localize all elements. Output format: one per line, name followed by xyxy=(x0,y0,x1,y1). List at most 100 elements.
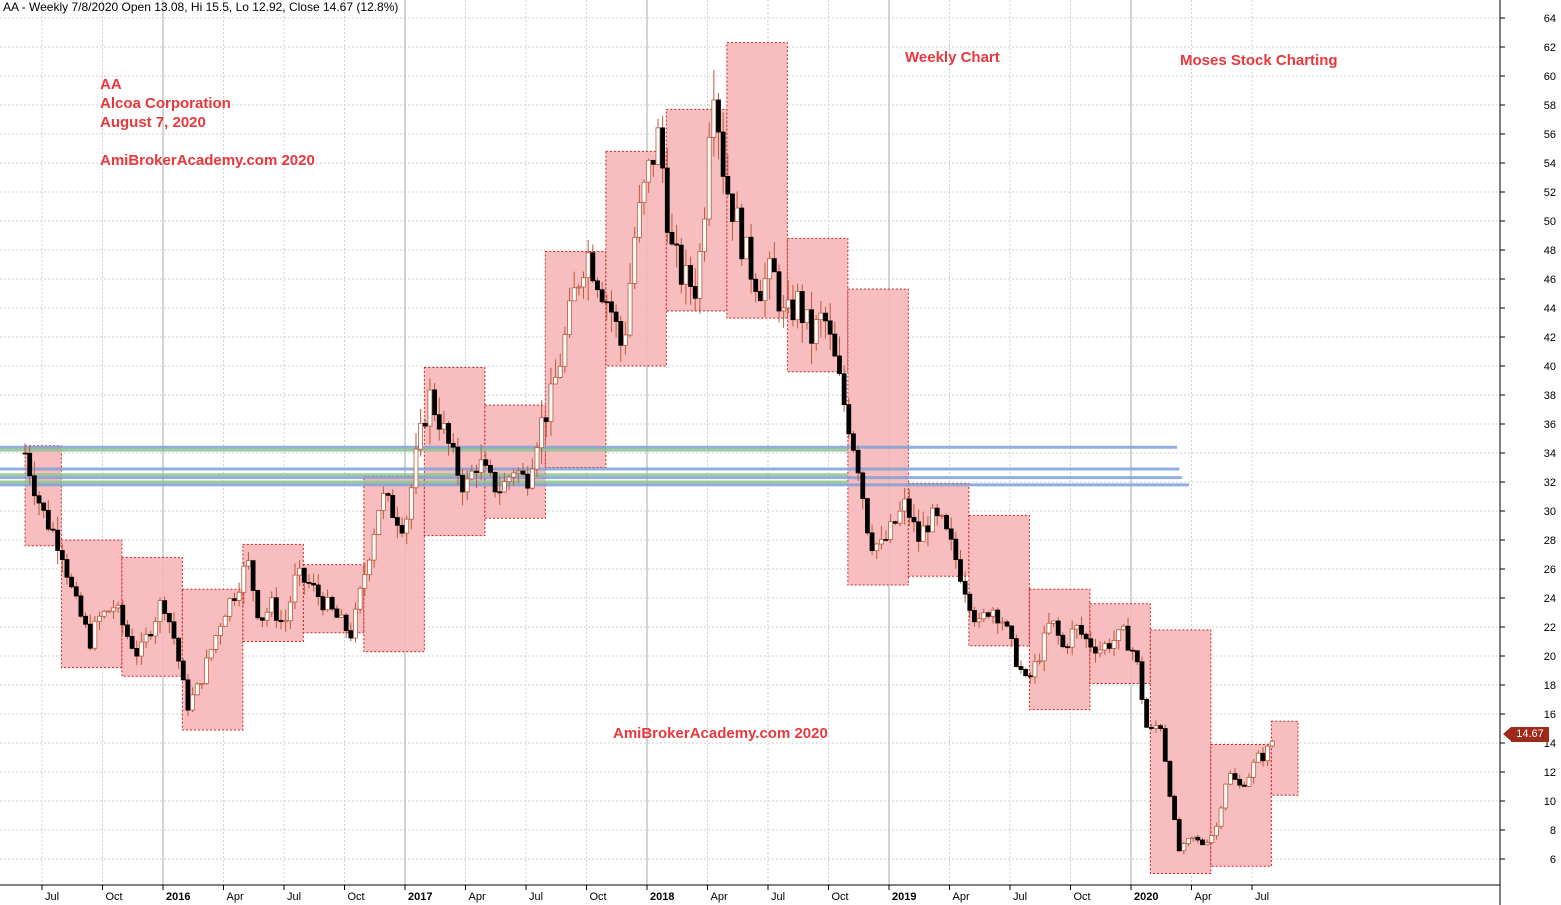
candle-body xyxy=(166,613,172,623)
range-box xyxy=(1270,720,1299,796)
range-box xyxy=(968,514,1030,647)
candle-body xyxy=(1158,725,1163,729)
candle-body xyxy=(390,494,396,518)
candle-body xyxy=(730,193,735,222)
candle-body xyxy=(367,559,372,576)
candle-body xyxy=(273,597,279,621)
candle-body xyxy=(1032,661,1038,678)
candle-body xyxy=(851,433,856,451)
y-tick-label: 28 xyxy=(1544,535,1556,547)
candle-body xyxy=(362,574,368,589)
candle-body xyxy=(1037,660,1042,663)
candle-body xyxy=(353,608,358,639)
candle-body xyxy=(125,624,130,637)
candle-body xyxy=(785,299,791,309)
candle-body xyxy=(790,299,796,321)
last-price-tag: 14.67 xyxy=(1503,727,1549,742)
y-tick-label: 54 xyxy=(1544,158,1556,170)
candle-body xyxy=(488,464,493,473)
y-tick-label: 34 xyxy=(1544,448,1556,460)
candle-body xyxy=(757,291,763,302)
resistance-levels xyxy=(0,445,1190,487)
candle-body xyxy=(1023,669,1029,677)
candle-body xyxy=(1120,625,1126,631)
candle-body xyxy=(59,550,65,560)
candle-body xyxy=(157,600,163,622)
candle-body xyxy=(162,600,168,614)
candle-body xyxy=(515,470,521,474)
candle-body xyxy=(841,373,847,405)
candle-body xyxy=(925,525,931,533)
candle-body xyxy=(674,243,679,246)
candle-body xyxy=(255,590,261,619)
candle-body xyxy=(986,612,991,617)
candle-body xyxy=(976,618,982,623)
y-tick-label: 62 xyxy=(1544,42,1556,54)
candle-body xyxy=(297,567,303,576)
candle-body xyxy=(865,498,870,534)
candle-body xyxy=(767,258,773,280)
candle-body xyxy=(506,476,512,483)
candle-body xyxy=(348,630,354,639)
x-tick-label: Jul xyxy=(45,891,59,903)
y-tick-label: 20 xyxy=(1544,651,1556,663)
candle-body xyxy=(87,623,93,649)
candle-body xyxy=(115,604,121,609)
candle-body xyxy=(995,609,1001,624)
candle-body xyxy=(650,159,656,165)
candle-body xyxy=(1125,625,1131,651)
candle-body xyxy=(1027,675,1033,678)
candle-body xyxy=(1153,725,1159,729)
candle-body xyxy=(571,287,577,302)
y-tick-label: 16 xyxy=(1544,709,1556,721)
candle-body xyxy=(613,311,619,322)
candle-body xyxy=(711,99,717,138)
candle-body xyxy=(748,236,754,280)
candle-body xyxy=(776,271,782,312)
candle-body xyxy=(41,502,47,511)
candle-body xyxy=(706,136,712,220)
candle-body xyxy=(1069,628,1075,648)
candle-body xyxy=(855,449,861,474)
company-annotation: Alcoa Corporation xyxy=(100,95,231,112)
candle-body xyxy=(809,309,814,344)
candle-body xyxy=(771,258,777,273)
candle-body xyxy=(311,582,316,586)
candle-body xyxy=(31,475,37,497)
candle-body xyxy=(1200,839,1205,846)
candle-body xyxy=(218,625,223,636)
candle-body xyxy=(92,620,98,649)
candle-body xyxy=(436,414,442,430)
candle-body xyxy=(543,417,549,422)
candle-body xyxy=(562,334,568,367)
candle-body xyxy=(883,539,889,541)
candle-body xyxy=(1204,842,1210,846)
candle-body xyxy=(1041,632,1047,662)
x-tick-label: Apr xyxy=(227,891,244,903)
candle-body xyxy=(553,376,558,385)
y-tick-label: 46 xyxy=(1544,274,1556,286)
candle-body xyxy=(581,277,586,288)
x-tick-label: 2016 xyxy=(166,891,190,903)
candle-body xyxy=(902,498,908,512)
site-annotation-bottom: AmiBrokerAcademy.com 2020 xyxy=(613,725,828,742)
candle-body xyxy=(502,481,507,493)
candle-body xyxy=(599,289,605,303)
candle-body xyxy=(962,580,968,595)
candle-body xyxy=(1265,745,1271,762)
candle-body xyxy=(111,607,116,612)
candle-body xyxy=(1130,649,1136,652)
y-tick-label: 52 xyxy=(1544,187,1556,199)
candle-body xyxy=(1102,643,1108,651)
candle-body xyxy=(78,595,84,617)
candle-body xyxy=(795,291,800,321)
y-tick-label: 64 xyxy=(1544,13,1556,25)
candle-body xyxy=(846,404,852,435)
candle-body xyxy=(1255,752,1261,763)
candle-body xyxy=(446,423,451,444)
candle-body xyxy=(404,518,410,534)
candle-body xyxy=(143,633,149,643)
candle-body xyxy=(953,538,959,560)
candle-body xyxy=(283,620,289,623)
